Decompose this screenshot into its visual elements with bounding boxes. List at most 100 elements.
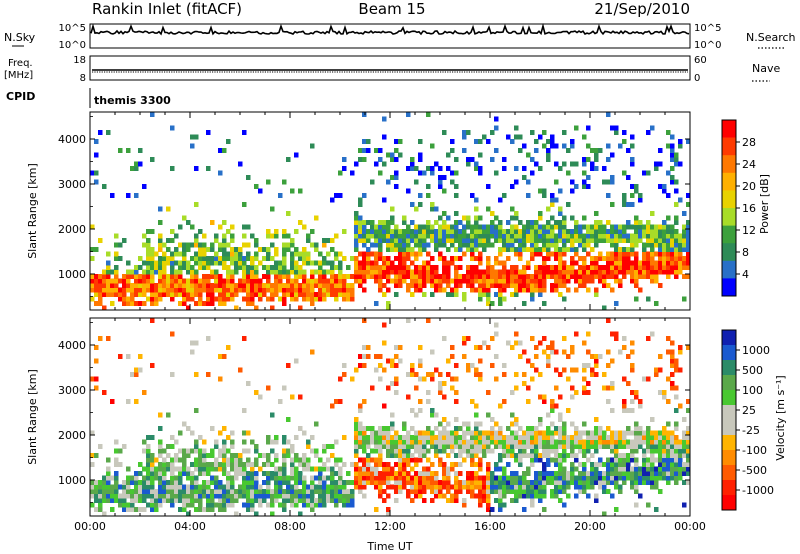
velocity-cell — [326, 493, 331, 499]
velocity-cell — [138, 507, 143, 512]
velocity-cell — [654, 439, 659, 445]
velocity-cell — [442, 336, 447, 341]
velocity-cell — [646, 439, 651, 445]
velocity-cell — [402, 480, 407, 485]
power-cell — [174, 269, 179, 275]
velocity-cell — [114, 498, 119, 503]
velocity-cell — [354, 466, 359, 472]
velocity-cell — [554, 430, 559, 436]
velocity-cell — [674, 421, 679, 427]
power-cell — [462, 215, 467, 221]
velocity-colorbar-swatch-7 — [722, 435, 736, 451]
velocity-cell — [106, 489, 111, 494]
power-cell — [514, 251, 519, 257]
velocity-cell — [410, 363, 415, 368]
nsearch-tick-bottom: 10^0 — [694, 40, 721, 51]
power-cell — [662, 184, 667, 189]
velocity-cell — [578, 448, 583, 454]
velocity-cell — [358, 426, 363, 431]
velocity-cell — [374, 439, 379, 445]
power-cell — [558, 220, 563, 225]
power-cell — [282, 283, 287, 288]
power-cell — [134, 274, 139, 279]
power-cell — [542, 238, 547, 243]
velocity-cell — [614, 336, 619, 341]
velocity-cell — [406, 435, 411, 440]
power-cell — [390, 247, 395, 252]
velocity-cell — [430, 430, 435, 436]
power-cell — [554, 197, 559, 203]
velocity-cell — [482, 340, 487, 346]
velocity-cell — [94, 385, 99, 391]
velocity-cell — [514, 453, 519, 458]
velocity-cell — [342, 493, 347, 499]
velocity-cell — [362, 354, 367, 359]
velocity-cell — [342, 498, 347, 503]
power-cell — [450, 238, 455, 243]
velocity-cell — [594, 435, 599, 440]
velocity-cell — [198, 493, 203, 499]
velocity-cell — [618, 439, 623, 445]
power-cell — [282, 287, 287, 293]
power-cell — [662, 247, 667, 252]
power-cell — [226, 229, 231, 234]
power-cell — [310, 269, 315, 275]
velocity-cell — [474, 421, 479, 427]
velocity-cell — [614, 448, 619, 454]
power-cell — [530, 242, 535, 248]
power-cell — [362, 193, 367, 198]
velocity-cell — [578, 484, 583, 490]
velocity-cell — [302, 462, 307, 467]
velocity-cell — [150, 457, 155, 463]
velocity-cell — [662, 457, 667, 463]
x-tick-label-1: 04:00 — [174, 520, 206, 533]
power-cell — [258, 292, 263, 297]
power-cell — [226, 296, 231, 302]
power-cell — [594, 242, 599, 248]
power-cell — [430, 143, 435, 149]
velocity-cell — [146, 475, 151, 481]
power-cell — [550, 202, 555, 207]
velocity-cell — [330, 489, 335, 494]
power-cell — [290, 278, 295, 284]
power-cell — [530, 251, 535, 257]
velocity-cell — [462, 502, 467, 508]
power-cell — [90, 224, 95, 230]
power-cell — [470, 233, 475, 239]
velocity-cell — [174, 493, 179, 499]
power-cell — [254, 251, 259, 257]
velocity-cell — [666, 336, 671, 341]
power-cell — [142, 269, 147, 275]
velocity-cell — [662, 462, 667, 467]
power-cell — [482, 274, 487, 279]
power-cell — [606, 229, 611, 234]
power-cell — [222, 251, 227, 257]
power-cell — [622, 265, 627, 270]
power-cell — [214, 278, 219, 284]
power-cell — [546, 152, 551, 158]
power-cell — [162, 251, 167, 257]
velocity-cell — [438, 462, 443, 467]
power-cell — [302, 287, 307, 293]
velocity-cell — [478, 484, 483, 490]
power-cell — [214, 260, 219, 266]
power-cell — [210, 220, 215, 225]
power-cell — [154, 292, 159, 297]
velocity-cell — [670, 457, 675, 463]
power-cell — [142, 274, 147, 279]
power-cell — [218, 283, 223, 288]
velocity-cell — [498, 453, 503, 458]
power-cell — [626, 175, 631, 180]
power-cell — [586, 157, 591, 162]
velocity-cell — [218, 507, 223, 512]
power-cell — [462, 238, 467, 243]
power-cell — [674, 251, 679, 257]
velocity-cell — [614, 462, 619, 467]
power-cell — [450, 229, 455, 234]
velocity-cell — [146, 484, 151, 490]
velocity-cell — [178, 480, 183, 485]
velocity-cell — [130, 372, 135, 377]
velocity-cell — [678, 471, 683, 476]
power-cell — [250, 301, 255, 306]
power-cell — [454, 224, 459, 230]
